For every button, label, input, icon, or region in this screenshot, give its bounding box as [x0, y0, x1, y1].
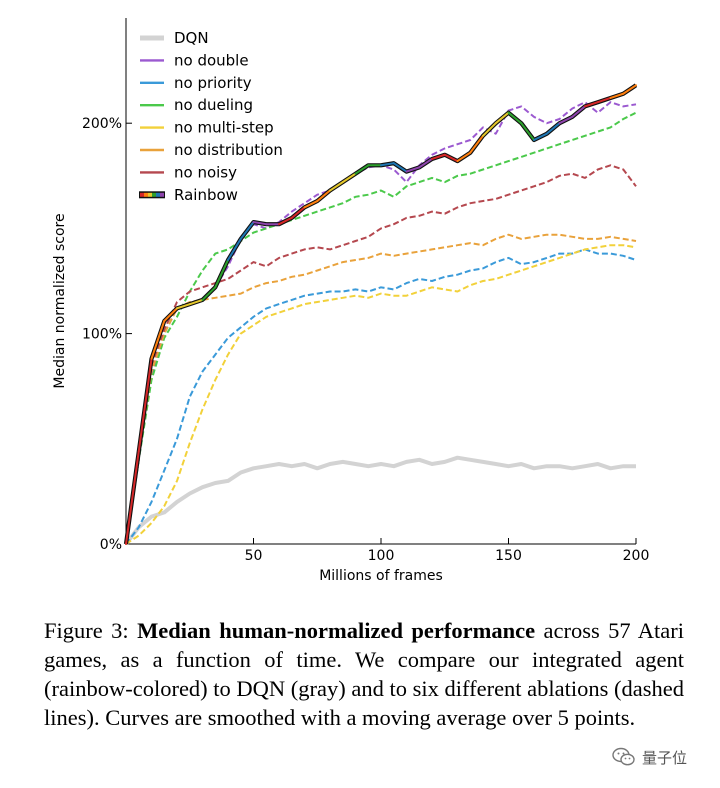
- legend: DQN no double no priority no dueling no mult…: [139, 29, 283, 204]
- x-axis-label: Millions of frames: [319, 568, 443, 584]
- series-line-segment: [418, 157, 433, 169]
- legend-label: DQN: [174, 29, 209, 47]
- series-line-segment: [507, 111, 523, 125]
- series-dqn: [124, 455, 636, 546]
- legend-item-no-priority: no priority: [140, 74, 252, 92]
- x-tick-label: 200: [623, 548, 650, 564]
- legend-label: no multi-step: [174, 119, 274, 137]
- legend-swatch-band: [144, 192, 148, 197]
- series-line-segment: [239, 221, 255, 240]
- y-tick-label: 100%: [82, 327, 122, 343]
- series-line-segment: [571, 105, 586, 118]
- series-line-segment: [609, 92, 625, 99]
- legend-label: Rainbow: [174, 186, 238, 204]
- legend-swatch-band: [160, 192, 164, 197]
- series-line-segment: [316, 189, 331, 203]
- x-tick-label: 50: [245, 548, 263, 564]
- series-no-dueling: [125, 111, 637, 545]
- series-line-segment: [405, 166, 421, 173]
- caption-bold: Median human-normalized performance: [137, 618, 536, 643]
- series-no-distribution: [125, 233, 637, 545]
- legend-item-no-double: no double: [140, 51, 249, 69]
- y-tick-label: 0%: [100, 537, 122, 553]
- series-line-segment: [431, 153, 446, 160]
- legend-swatch-band: [148, 192, 152, 197]
- legend-label: no noisy: [174, 163, 237, 181]
- series-line-segment: [520, 122, 535, 142]
- series-line-segment: [252, 221, 268, 226]
- legend-item-no-multi-step: no multi-step: [140, 119, 274, 137]
- series-line-segment: [329, 181, 344, 192]
- series-line-segment: [290, 206, 306, 219]
- legend-label: no dueling: [174, 96, 253, 114]
- series-line-segment: [303, 200, 319, 209]
- caption-rest: across 57 Atari games, as a function of …: [44, 618, 685, 730]
- series-line-segment: [545, 122, 561, 135]
- legend-item-no-dueling: no dueling: [140, 96, 253, 114]
- series-line-segment: [533, 132, 548, 142]
- series-line-segment: [354, 164, 370, 175]
- series-line-segment: [584, 101, 599, 108]
- legend-swatch-band: [140, 192, 144, 197]
- legend-label: no priority: [174, 74, 252, 92]
- series-line-segment: [341, 172, 357, 184]
- caption-prefix: Figure 3:: [44, 618, 138, 643]
- series-rainbow: [123, 83, 638, 545]
- series-line-segment: [188, 298, 204, 306]
- y-axis-label: Median normalized score: [52, 213, 68, 388]
- series-line-segment: [201, 286, 217, 301]
- series-line-segment: [227, 237, 242, 261]
- series-lines: [123, 83, 638, 546]
- series-line-segment: [176, 303, 191, 310]
- series-line-segment: [214, 258, 229, 289]
- y-tick-label: 200%: [82, 116, 122, 132]
- series-no-noisy: [125, 164, 637, 545]
- series-line-segment: [392, 162, 408, 173]
- series-line-segment: [596, 96, 612, 104]
- figure-caption: Figure 3: Median human-normalized perfor…: [44, 616, 684, 732]
- chart-axes: 50 100 150 200 0% 100% 200%: [82, 18, 649, 564]
- legend-item-no-distribution: no distribution: [140, 141, 283, 159]
- watermark: 量子位: [612, 745, 687, 769]
- legend-item-rainbow: Rainbow: [139, 186, 238, 204]
- series-no-multi-step: [125, 244, 637, 545]
- series-line-segment: [494, 111, 510, 125]
- series-line-segment: [150, 319, 166, 360]
- legend-label: no double: [174, 51, 249, 69]
- series-line-segment: [482, 122, 497, 137]
- x-tick-label: 150: [495, 548, 522, 564]
- ablation-line-chart: 50 100 150 200 0% 100% 200% DQN no double no pri…: [52, 18, 649, 584]
- legend-label: no distribution: [174, 141, 283, 159]
- series-line-segment: [125, 450, 140, 545]
- series-line-segment: [469, 134, 484, 154]
- legend-item-dqn: DQN: [140, 29, 209, 47]
- series-line-segment: [278, 216, 293, 226]
- series-line-segment: [622, 84, 637, 95]
- series-line-segment: [443, 153, 459, 163]
- x-tick-label: 100: [368, 548, 395, 564]
- wechat-icon: [612, 747, 635, 766]
- legend-item-no-noisy: no noisy: [140, 163, 237, 181]
- legend-swatch-band: [152, 192, 156, 197]
- watermark-text: 量子位: [642, 748, 688, 767]
- legend-swatch-band: [156, 192, 160, 197]
- series-line-segment: [137, 357, 153, 453]
- series-line-segment: [380, 162, 395, 167]
- series-line-segment: [456, 151, 472, 163]
- series-no-priority: [125, 248, 637, 545]
- series-line-segment: [558, 115, 574, 125]
- series-line-segment: [163, 307, 178, 322]
